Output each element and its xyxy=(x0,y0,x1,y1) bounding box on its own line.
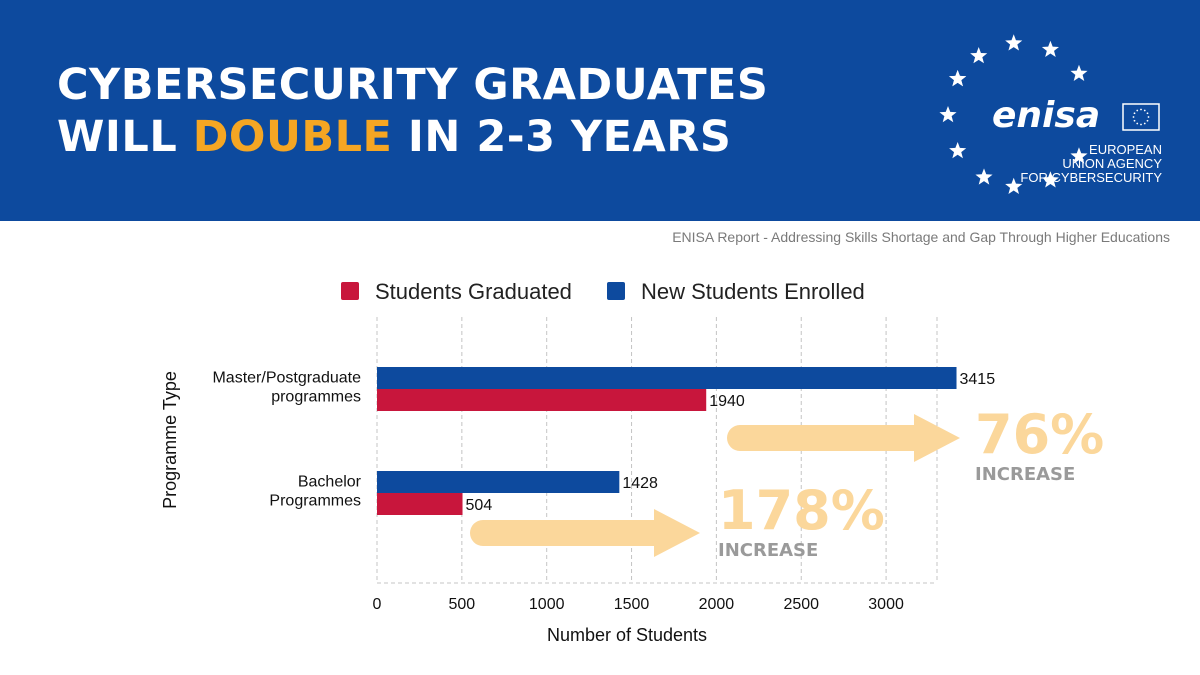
x-axis-title: Number of Students xyxy=(547,625,707,645)
increase-caption: INCREASE xyxy=(718,540,818,561)
star-icon xyxy=(970,47,988,64)
star-icon xyxy=(1041,171,1059,188)
increase-arrow-icon xyxy=(470,509,700,557)
increase-caption: INCREASE xyxy=(975,464,1075,485)
star-icon xyxy=(1041,40,1059,58)
category-label: Master/Postgraduate xyxy=(212,370,361,387)
x-tick-label: 2500 xyxy=(783,596,819,613)
agency-name-line-3: FOR CYBERSECURITY xyxy=(1020,170,1162,185)
eu-flag-icon xyxy=(1122,103,1160,131)
labels: 0 500 1000 1500 2000 2500 3000 3415 1940 Master/P… xyxy=(160,370,1104,646)
enisa-wordmark: enisa xyxy=(992,95,1100,136)
increase-arrow-icon xyxy=(727,414,960,462)
star-icon xyxy=(1005,34,1023,51)
bar xyxy=(377,493,463,515)
y-axis-title: Programme Type xyxy=(160,371,180,509)
headline-suffix: IN 2-3 YEARS xyxy=(392,112,732,162)
mini-star-icon xyxy=(1143,122,1146,125)
mini-star-icon xyxy=(1140,108,1142,111)
legend-label: Students Graduated xyxy=(375,279,572,304)
mini-star-icon xyxy=(1133,119,1136,122)
star-icon xyxy=(949,70,967,87)
enisa-logo: enisa xyxy=(939,34,1160,195)
star-icon xyxy=(939,106,957,123)
category-label: Programmes xyxy=(269,493,361,510)
headline-prefix: WILL xyxy=(57,112,193,162)
x-tick-label: 500 xyxy=(448,596,475,613)
legend-swatch xyxy=(341,282,359,300)
headline-accent-word: DOUBLE xyxy=(192,112,393,162)
header-banner: CYBERSECURITY GRADUATES WILL DOUBLE IN 2… xyxy=(0,0,1200,221)
star-icon xyxy=(975,168,993,185)
increase-percent-label: 178% xyxy=(718,479,885,542)
mini-star-icon xyxy=(1136,122,1139,125)
chart-legend: Students Graduated New Students Enrolled xyxy=(341,279,865,304)
x-tick-label: 0 xyxy=(373,596,382,613)
mini-star-icon xyxy=(1140,123,1142,126)
mini-star-icon xyxy=(1147,116,1150,118)
bar xyxy=(377,471,620,493)
legend-label: New Students Enrolled xyxy=(641,279,865,304)
bar-value-label: 1940 xyxy=(709,393,745,410)
x-tick-label: 1000 xyxy=(529,596,565,613)
category-label: Bachelor xyxy=(298,474,362,491)
x-tick-label: 3000 xyxy=(868,596,904,613)
category-label: programmes xyxy=(271,389,361,406)
legend-swatch xyxy=(607,282,625,300)
mini-star-icon xyxy=(1132,116,1135,118)
agency-name-line-2: UNION AGENCY xyxy=(1062,156,1162,171)
star-icon xyxy=(1070,64,1088,81)
bar-value-label: 504 xyxy=(466,497,493,514)
bar-value-label: 3415 xyxy=(960,371,996,388)
headline-line-1: CYBERSECURITY GRADUATES xyxy=(57,60,769,110)
star-icon xyxy=(1070,147,1088,164)
bar xyxy=(377,389,707,411)
bars xyxy=(377,367,957,515)
mini-star-icon xyxy=(1146,112,1149,115)
source-note: ENISA Report - Addressing Skills Shortag… xyxy=(672,229,1170,245)
agency-name-line-1: EUROPEAN xyxy=(1089,142,1162,157)
x-tick-label: 2000 xyxy=(699,596,735,613)
mini-star-icon xyxy=(1146,119,1149,122)
star-icon xyxy=(1005,177,1023,195)
star-icon xyxy=(949,142,967,159)
mini-star-icon xyxy=(1133,112,1136,115)
bar-value-label: 1428 xyxy=(622,475,658,492)
eu-star-ring-icon xyxy=(939,34,1088,195)
increase-percent-label: 76% xyxy=(975,403,1104,466)
mini-star-icon xyxy=(1136,109,1139,112)
bar xyxy=(377,367,957,389)
increase-arrows xyxy=(470,414,960,557)
x-tick-label: 1500 xyxy=(614,596,650,613)
headline-line-2: WILL DOUBLE IN 2-3 YEARS xyxy=(57,116,731,159)
mini-star-icon xyxy=(1143,109,1146,112)
